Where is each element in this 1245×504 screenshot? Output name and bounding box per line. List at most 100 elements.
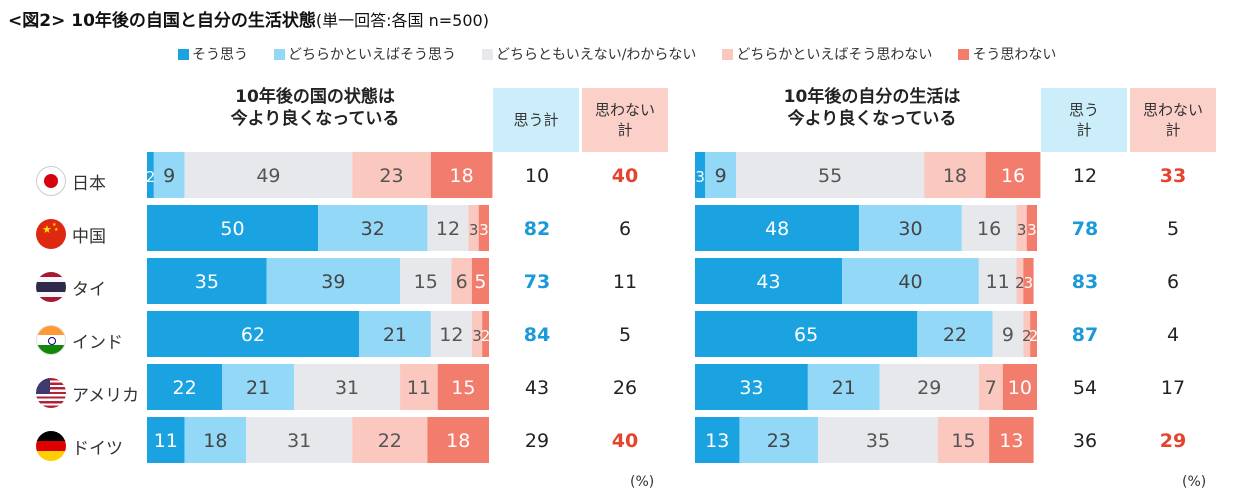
legend-item-1: そう思う [178,44,248,64]
bar-p1-r1-s4 [352,152,431,198]
bar-label-p2-r5-s1: 33 [739,377,763,399]
bar-p2-r5-s1 [695,364,808,410]
bar-p2-r4-s4 [1023,311,1031,357]
bar-label-p2-r6-s5: 13 [999,430,1023,452]
bar-label-p1-r2-s1: 50 [220,218,244,240]
bar-p2-r2-s1 [695,205,860,251]
omou-total-p1-r4: 84 [524,324,550,346]
bar-p1-r2-s4 [468,205,479,251]
bar-label-p2-r1-s2: 9 [715,165,727,187]
country-germany: ドイツ [36,428,123,464]
omou-total-p2-r2: 78 [1072,218,1098,240]
legend-label-4: どちらかといえばそう思わない [736,47,933,63]
bar-p1-r3-s3 [400,258,452,304]
bar-label-p2-r1-s5: 16 [1001,165,1025,187]
bar-p1-r1-s2 [153,152,185,198]
bar-p2-r4-s3 [992,311,1024,357]
bar-p2-r1-s3 [736,152,925,198]
legend-swatch-2 [274,48,285,60]
bar-label-p2-r4-s2: 22 [943,324,967,346]
legend-item-4: どちらかといえばそう思わない [722,44,932,64]
bar-p1-r6-s2 [184,417,247,463]
bar-label-p2-r4-s5: 2 [1029,327,1039,345]
panel-title-life-line-1: 10年後の自分の生活は [783,87,961,107]
bar-p1-r4-s2 [359,311,431,357]
bar-label-p1-r6-s5: 18 [446,430,470,452]
legend-swatch-3 [482,48,493,60]
bar-label-p2-r2-s1: 48 [765,218,789,240]
thailand-flag-icon [36,272,66,302]
bar-p1-r3-s4 [451,258,472,304]
bar-label-p1-r6-s3: 31 [287,430,311,452]
bar-p1-r1-s5 [430,152,493,198]
bar-p1-r4-s3 [430,311,472,357]
bar-label-p1-r4-s4: 3 [472,327,482,345]
bar-p2-r6-s2 [739,417,819,463]
bar-label-p1-r1-s2: 9 [163,165,175,187]
bar-label-p1-r1-s5: 18 [450,165,474,187]
bar-label-p2-r3-s3: 11 [986,271,1010,293]
bar-p1-r5-s3 [294,364,401,410]
panel-title-life-line-2: 今より良くなっている [787,109,957,129]
bar-p1-r5-s1 [147,364,223,410]
bar-label-p2-r5-s3: 29 [917,377,941,399]
bar-p2-r6-s1 [695,417,740,463]
bar-p1-r6-s3 [246,417,353,463]
bar-p1-r4-s1 [147,311,360,357]
omou-total-p2-r1: 12 [1073,165,1097,187]
bar-p2-r6-s3 [818,417,938,463]
country-thailand: タイ [36,269,106,305]
omowanai-total-p2-r3: 6 [1167,271,1179,293]
legend: そう思う どちらかといえばそう思う どちらともいえない/わからない どちらかとい… [178,44,1056,64]
omou-total-p2-r3: 83 [1072,271,1098,293]
bar-label-p1-r1-s4: 23 [379,165,403,187]
bar-label-p1-r4-s2: 21 [383,324,407,346]
omowanai-total-p2-r5: 17 [1161,377,1185,399]
bar-p1-r2-s3 [427,205,469,251]
bar-label-p2-r2-s5: 3 [1027,221,1037,239]
bar-p1-r4-s4 [471,311,483,357]
bar-p1-r2-s2 [318,205,428,251]
bar-label-p2-r2-s3: 16 [977,218,1001,240]
bar-p2-r2-s3 [961,205,1017,251]
bar-p2-r2-s4 [1016,205,1027,251]
bar-p2-r3-s3 [978,258,1017,304]
bar-label-p1-r5-s3: 31 [335,377,359,399]
omowanai-total-p1-r6: 40 [612,430,638,452]
bar-label-p1-r1-s1: 2 [146,168,156,186]
omou-total-p2-r4: 87 [1072,324,1098,346]
country-label-japan: 日本 [72,173,106,194]
bar-label-p2-r1-s3: 55 [818,165,842,187]
legend-item-3: どちらともいえない/わからない [482,44,696,64]
usa-flag-icon [36,378,66,408]
bar-label-p2-r4-s4: 2 [1022,327,1032,345]
omou-total-p1-r3: 73 [524,271,550,293]
legend-label-5: そう思わない [972,47,1057,63]
country-label-india: インド [72,332,123,353]
omowanai-total-p2-r2: 5 [1167,218,1179,240]
bar-p2-r4-s2 [917,311,993,357]
country-usa: アメリカ [36,375,139,411]
bar-label-p1-r3-s2: 39 [321,271,345,293]
header-omou-2: 思う計 [1041,88,1127,152]
bar-label-p1-r2-s2: 32 [361,218,385,240]
bar-p2-r5-s3 [879,364,979,410]
bar-label-p2-r6-s1: 13 [705,430,729,452]
unit-label-1: (%) [630,474,655,490]
bar-label-p1-r5-s2: 21 [246,377,270,399]
bar-p2-r3-s1 [695,258,843,304]
bar-p2-r6-s5 [989,417,1034,463]
bar-p2-r4-s1 [695,311,918,357]
omowanai-total-p2-r4: 4 [1167,324,1179,346]
bar-label-p1-r3-s4: 6 [456,271,468,293]
bar-p1-r6-s1 [147,417,185,463]
bar-p2-r2-s5 [1026,205,1037,251]
legend-swatch-4 [722,48,734,60]
bar-label-p2-r3-s5: 3 [1024,274,1034,292]
panel-title-life: 10年後の自分の生活は 今より良くなっている [742,86,1002,130]
omou-total-p2-r6: 36 [1073,430,1097,452]
omowanai-total-p2-r6: 29 [1160,430,1186,452]
omou-total-p1-r6: 29 [525,430,549,452]
bar-p2-r1-s4 [924,152,986,198]
